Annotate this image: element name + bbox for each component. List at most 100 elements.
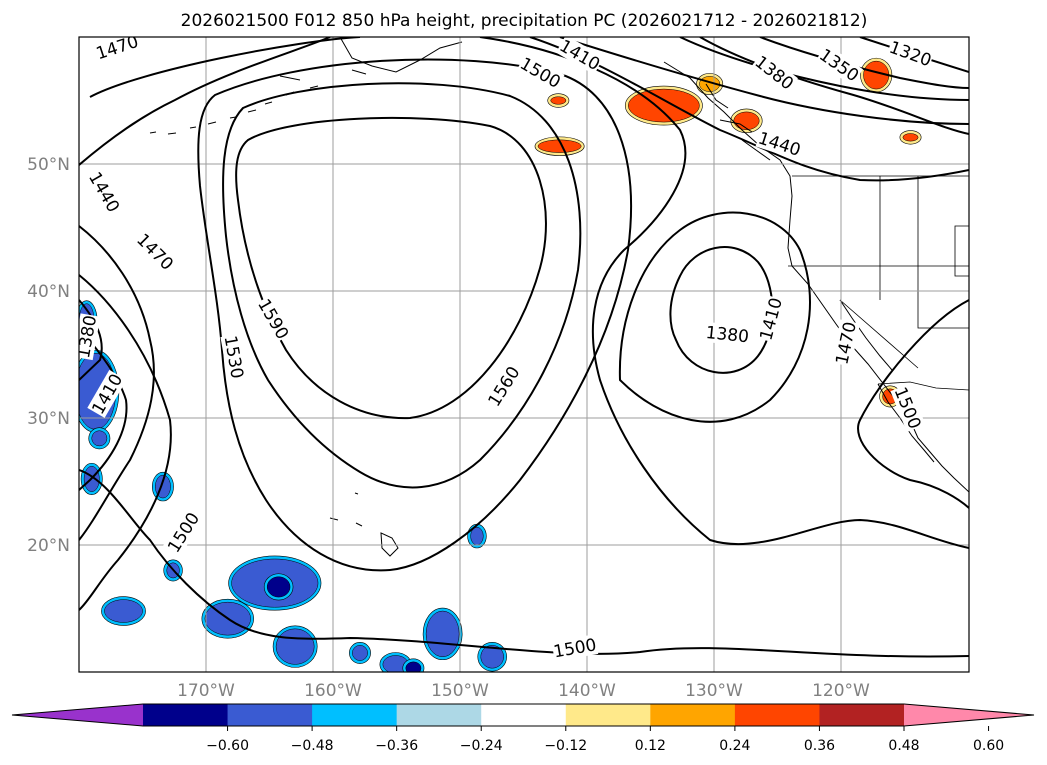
- contour-1380-west: [79, 299, 103, 381]
- contour-label-gap: [79, 313, 101, 361]
- precip-area: [899, 130, 922, 145]
- colorbar-outline: [11, 703, 1035, 727]
- precip-area: [88, 427, 111, 450]
- map-frame: [78, 36, 970, 673]
- precip-area: [402, 658, 425, 672]
- us-state-borders: [788, 176, 970, 369]
- precip-area: [101, 596, 146, 626]
- contour-label-gap: [890, 383, 926, 432]
- contour-label-gap: [220, 333, 248, 381]
- colorbar-tick-label: −0.48: [291, 738, 334, 754]
- precip-area: [467, 523, 487, 549]
- contour-1410: [79, 37, 969, 491]
- longitude-tick-labels: 170°W 160°W 150°W 140°W 130°W 120°W: [177, 681, 870, 701]
- contour-1500: [79, 37, 969, 658]
- precip-area: [263, 573, 294, 601]
- precip-area: [477, 642, 507, 672]
- precip-area: [730, 108, 763, 134]
- precip-area-core: [480, 645, 504, 669]
- contour-label-gap: [755, 127, 804, 160]
- contour-1440: [79, 37, 969, 541]
- us-mexico-border: [877, 381, 970, 391]
- precip-area: [349, 642, 371, 664]
- precip-area: [860, 57, 893, 93]
- colorbar-tick-label: −0.24: [460, 738, 503, 754]
- contour-1590: [235, 116, 547, 420]
- xtick-label: 170°W: [177, 681, 235, 701]
- colorbar-segment: [565, 704, 651, 726]
- precip-area: [534, 136, 585, 156]
- hawaii-islands: [329, 492, 399, 557]
- contour-label-gap: [93, 37, 142, 64]
- colorbar-extend-low: [12, 704, 143, 726]
- ytick-label: 30°N: [27, 409, 70, 429]
- colorbar-tick-label: −0.36: [375, 738, 418, 754]
- contour-1380-north: [679, 37, 969, 101]
- contour-label-gap: [886, 37, 935, 71]
- precip-area-core: [425, 610, 460, 658]
- precip-area-core: [104, 599, 143, 623]
- precip-area: [422, 607, 463, 661]
- contour-label-gap: [704, 321, 751, 347]
- xtick-label: 120°W: [812, 681, 870, 701]
- latitude-tick-labels: 50°N 40°N 30°N 20°N: [27, 155, 70, 556]
- colorbar-segment: [143, 704, 229, 726]
- precip-area-core: [902, 133, 919, 142]
- contour-label-gap: [831, 319, 861, 367]
- colorbar-segment: [819, 704, 905, 726]
- colorbar: [11, 703, 1035, 727]
- ytick-label: 20°N: [27, 536, 70, 556]
- contour-1560: [222, 82, 582, 489]
- contour-label-gap: [87, 369, 127, 418]
- colorbar-segment: [227, 704, 313, 726]
- contour-label-gap: [815, 44, 864, 86]
- contour-label-gap: [483, 362, 524, 411]
- contour-1350: [759, 37, 969, 89]
- colorbar-tick-labels: −0.60 −0.48 −0.36 −0.24 −0.12 0.12 0.24 0.36 0.4…: [206, 726, 1004, 754]
- alaska-coast: [279, 37, 463, 81]
- precip-area-core: [352, 645, 368, 661]
- precip-area-core: [550, 96, 567, 105]
- contour-label-gap: [84, 167, 125, 216]
- precip-area-core: [275, 628, 315, 665]
- precip-area: [272, 625, 318, 668]
- precip-area-core: [266, 576, 291, 598]
- ytick-label: 40°N: [27, 282, 70, 302]
- precip-area-core: [91, 430, 108, 447]
- xtick-label: 130°W: [685, 681, 743, 701]
- chart-title: 2026021500 F012 850 hPa height, precipit…: [181, 11, 868, 31]
- colorbar-segment: [734, 704, 820, 726]
- precip-area-core: [733, 111, 760, 130]
- contour-label: 1380: [705, 323, 750, 347]
- precip-area: [151, 471, 174, 502]
- contour-label-gap: [253, 294, 294, 343]
- colorbar-segment: [312, 704, 398, 726]
- precip-area-core: [405, 661, 422, 672]
- colorbar-tick-label: 0.60: [973, 738, 1004, 754]
- contour-label-gap: [132, 229, 178, 275]
- colorbar-tick-label: 0.24: [719, 738, 750, 754]
- precipitation-layer: [79, 57, 922, 672]
- contour-1470: [79, 37, 969, 611]
- contour-label-gap: [516, 52, 565, 93]
- colorbar-tick-label: 0.36: [804, 738, 835, 754]
- contour-label: 1380: [74, 314, 101, 360]
- precip-area: [696, 73, 724, 95]
- contour-label-gap: [163, 508, 204, 557]
- canada-islands: [705, 83, 771, 161]
- contour-label-gap: [551, 634, 599, 662]
- ytick-label: 50°N: [27, 155, 70, 175]
- colorbar-segment: [481, 704, 567, 726]
- colorbar-segment: [396, 704, 482, 726]
- colorbar-tick-label: −0.60: [206, 738, 249, 754]
- colorbar-extend-high: [904, 704, 1034, 726]
- height-contours: [79, 37, 969, 658]
- colorbar-tick-label: −0.12: [544, 738, 587, 754]
- colorbar-tick-label: 0.12: [635, 738, 666, 754]
- contour-1380-low: [669, 246, 774, 374]
- gridlines: [79, 37, 969, 672]
- contour-label-gap: [750, 51, 798, 94]
- xtick-label: 150°W: [431, 681, 489, 701]
